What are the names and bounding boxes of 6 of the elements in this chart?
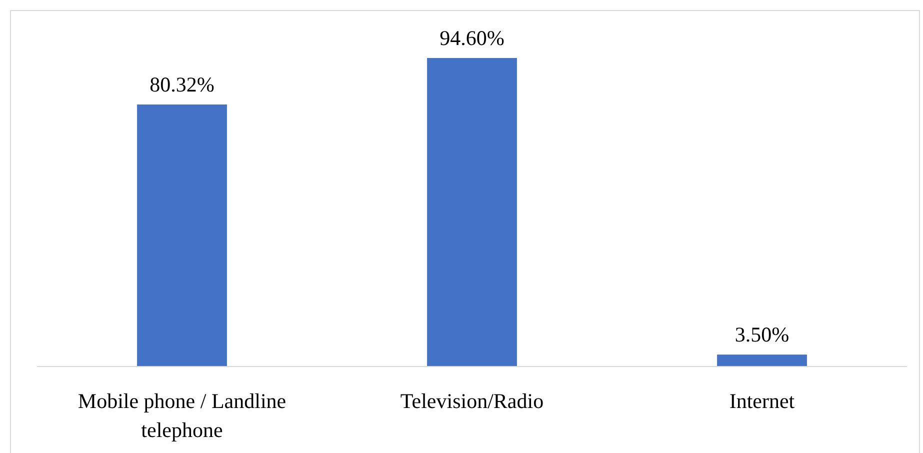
data-label: 80.32%	[150, 72, 214, 96]
data-label: 3.50%	[734, 322, 790, 347]
x-tick-label: Mobile phone / Landline telephone	[78, 389, 286, 442]
x-tick-label: Internet	[729, 389, 795, 413]
data-label: 94.60%	[440, 26, 504, 50]
x-tick-label: Television/Radio	[400, 389, 544, 413]
